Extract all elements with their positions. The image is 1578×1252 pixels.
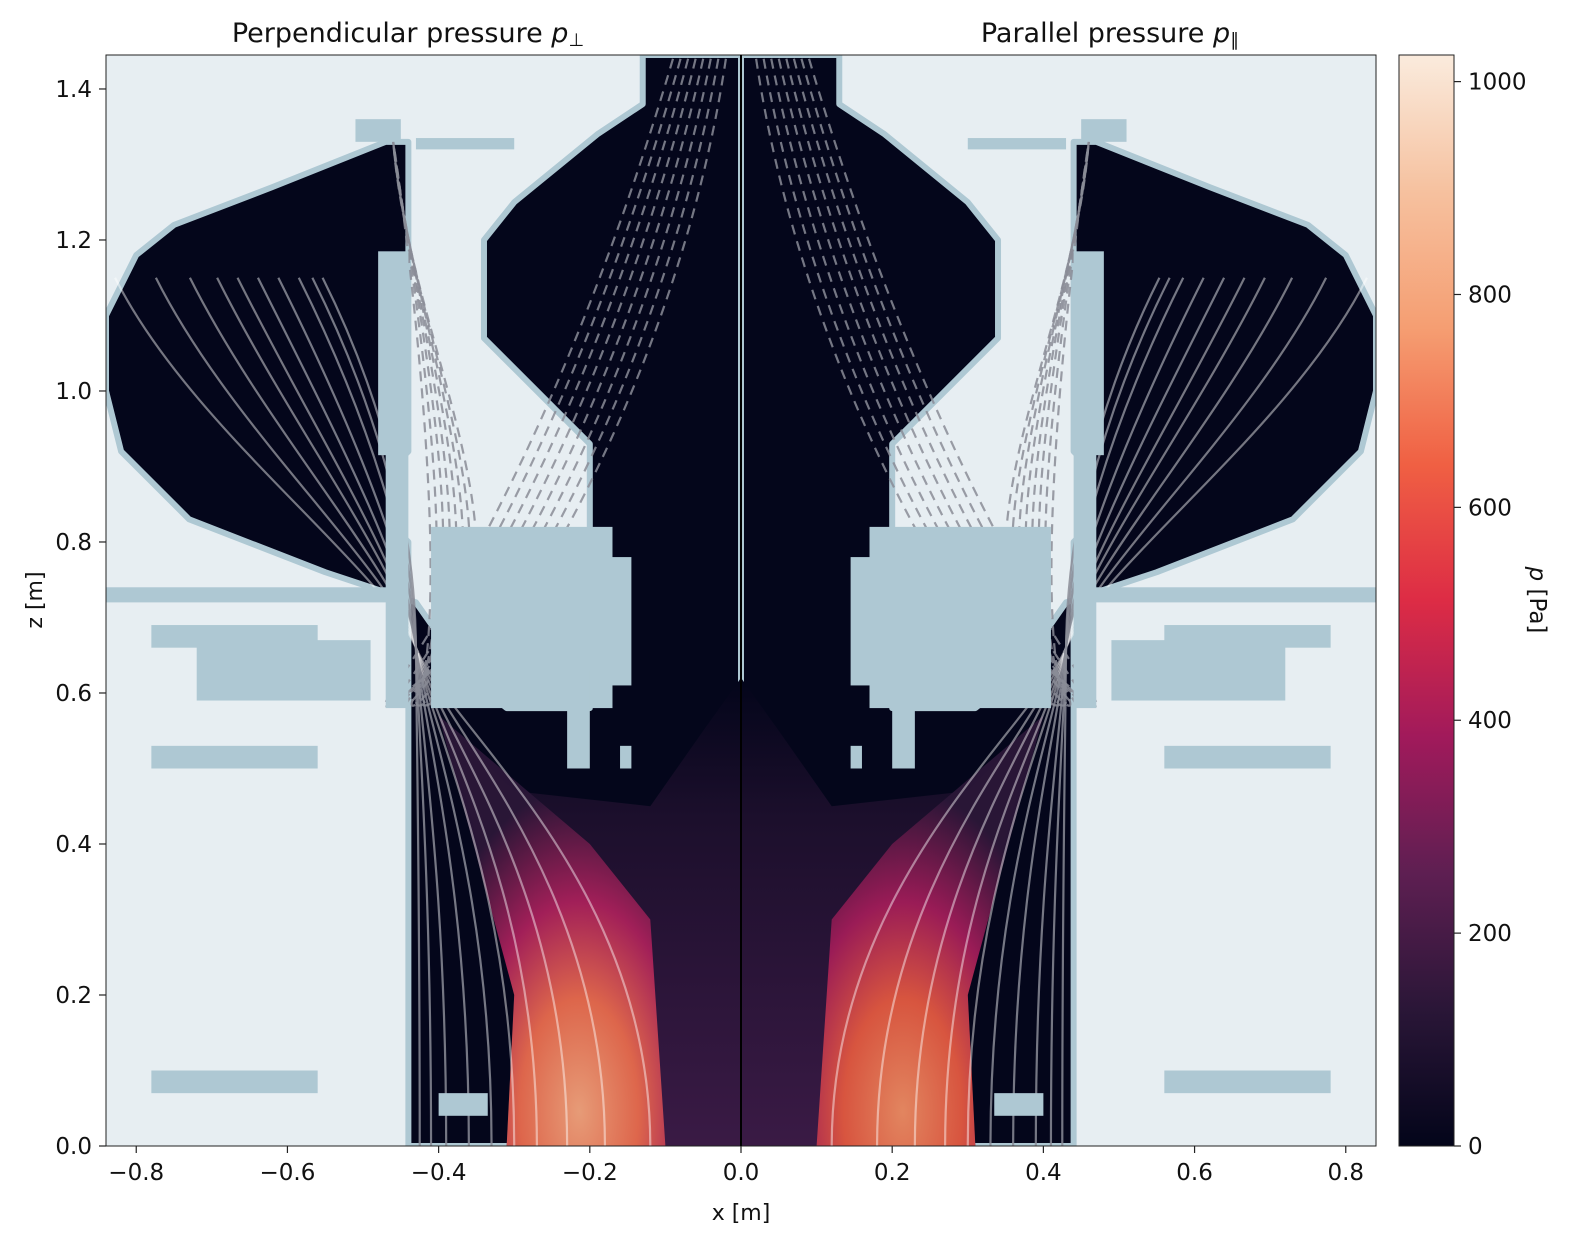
x-tick-label-4: 0.0 bbox=[723, 1160, 760, 1186]
colorbar bbox=[1398, 54, 1455, 1147]
coil-block-left-9 bbox=[151, 1070, 318, 1094]
colorbar-axis: 0 200 400 600 800 1000 bbox=[1454, 70, 1527, 1160]
coil-block-left-12 bbox=[355, 119, 401, 142]
coil-block-left-1 bbox=[385, 451, 409, 709]
coil-block-left-4 bbox=[620, 745, 632, 769]
closed-field-line-left-1 bbox=[392, 58, 720, 707]
colorbar-tick-label-2: 400 bbox=[1468, 708, 1512, 734]
coil-block-right-10 bbox=[994, 1093, 1044, 1116]
colorbar-tick-label-0: 0 bbox=[1468, 1134, 1483, 1160]
coil-block-left-8 bbox=[151, 745, 318, 769]
closed-field-line-right-1 bbox=[762, 58, 1090, 707]
x-tick-label-0: −0.8 bbox=[108, 1160, 164, 1186]
x-tick-label-2: −0.4 bbox=[411, 1160, 467, 1186]
closed-field-line-left-2 bbox=[392, 58, 712, 707]
coil-block-right-0 bbox=[1073, 251, 1104, 456]
y-axis-label: z [m] bbox=[23, 571, 48, 628]
coil-block-left-13 bbox=[415, 138, 515, 150]
coil-block-right-5 bbox=[892, 670, 915, 769]
y-tick-label-0: 0.0 bbox=[55, 1134, 92, 1160]
closed-field-line-right-4 bbox=[785, 58, 1090, 707]
coil-block-left-7 bbox=[196, 640, 371, 701]
coil-block-left-11 bbox=[106, 587, 394, 603]
coil-block-right-11 bbox=[1088, 587, 1376, 603]
coil-block-right-4 bbox=[850, 745, 862, 769]
x-axis-label: x [m] bbox=[712, 1201, 771, 1226]
closed-field-line-left-4 bbox=[392, 58, 697, 707]
y-axis: 0.0 0.2 0.4 0.6 0.8 1.0 1.2 1.4 bbox=[55, 77, 106, 1160]
colorbar-label: p [Pa] bbox=[1524, 566, 1550, 634]
x-tick-label-1: −0.6 bbox=[259, 1160, 315, 1186]
y-tick-label-3: 0.6 bbox=[55, 681, 92, 707]
x-tick-label-8: 0.8 bbox=[1327, 1160, 1364, 1186]
coil-block-left-10 bbox=[438, 1093, 488, 1116]
left-panel-title: Perpendicular pressure p⊥ bbox=[232, 18, 584, 51]
plasma-left bbox=[438, 715, 666, 1146]
x-tick-label-6: 0.4 bbox=[1025, 1160, 1062, 1186]
x-tick-label-5: 0.2 bbox=[874, 1160, 911, 1186]
y-tick-label-4: 0.8 bbox=[55, 530, 92, 556]
colorbar-tick-label-4: 800 bbox=[1468, 282, 1512, 308]
y-tick-label-1: 0.2 bbox=[55, 983, 92, 1009]
coil-block-left-5 bbox=[567, 670, 590, 769]
coil-block-left-3 bbox=[578, 557, 632, 686]
plasma-right bbox=[816, 715, 1044, 1146]
coil-block-right-13 bbox=[967, 138, 1067, 150]
x-tick-label-7: 0.6 bbox=[1176, 1160, 1213, 1186]
colorbar-tick-label-3: 600 bbox=[1468, 495, 1512, 521]
y-tick-label-7: 1.4 bbox=[55, 77, 92, 103]
coil-block-right-3 bbox=[850, 557, 904, 686]
coil-block-right-12 bbox=[1081, 119, 1127, 142]
coil-block-right-9 bbox=[1164, 1070, 1331, 1094]
colorbar-tick-label-1: 200 bbox=[1468, 921, 1512, 947]
coil-block-right-7 bbox=[1111, 640, 1286, 701]
y-tick-label-2: 0.4 bbox=[55, 832, 92, 858]
coil-block-right-1 bbox=[1073, 451, 1097, 709]
x-tick-label-3: −0.2 bbox=[562, 1160, 618, 1186]
closed-field-line-left-0 bbox=[392, 58, 727, 707]
x-axis: −0.8 −0.6 −0.4 −0.2 0.0 0.2 0.4 0.6 0.8 bbox=[108, 1146, 1364, 1186]
coil-block-right-8 bbox=[1164, 745, 1331, 769]
colorbar-tick-label-5: 1000 bbox=[1468, 70, 1527, 96]
closed-field-line-right-0 bbox=[755, 58, 1090, 707]
closed-field-line-right-2 bbox=[770, 58, 1090, 707]
coil-block-left-0 bbox=[378, 251, 409, 456]
y-tick-label-6: 1.2 bbox=[55, 228, 92, 254]
right-panel-title: Parallel pressure p∥ bbox=[981, 18, 1239, 51]
y-tick-label-5: 1.0 bbox=[55, 379, 92, 405]
